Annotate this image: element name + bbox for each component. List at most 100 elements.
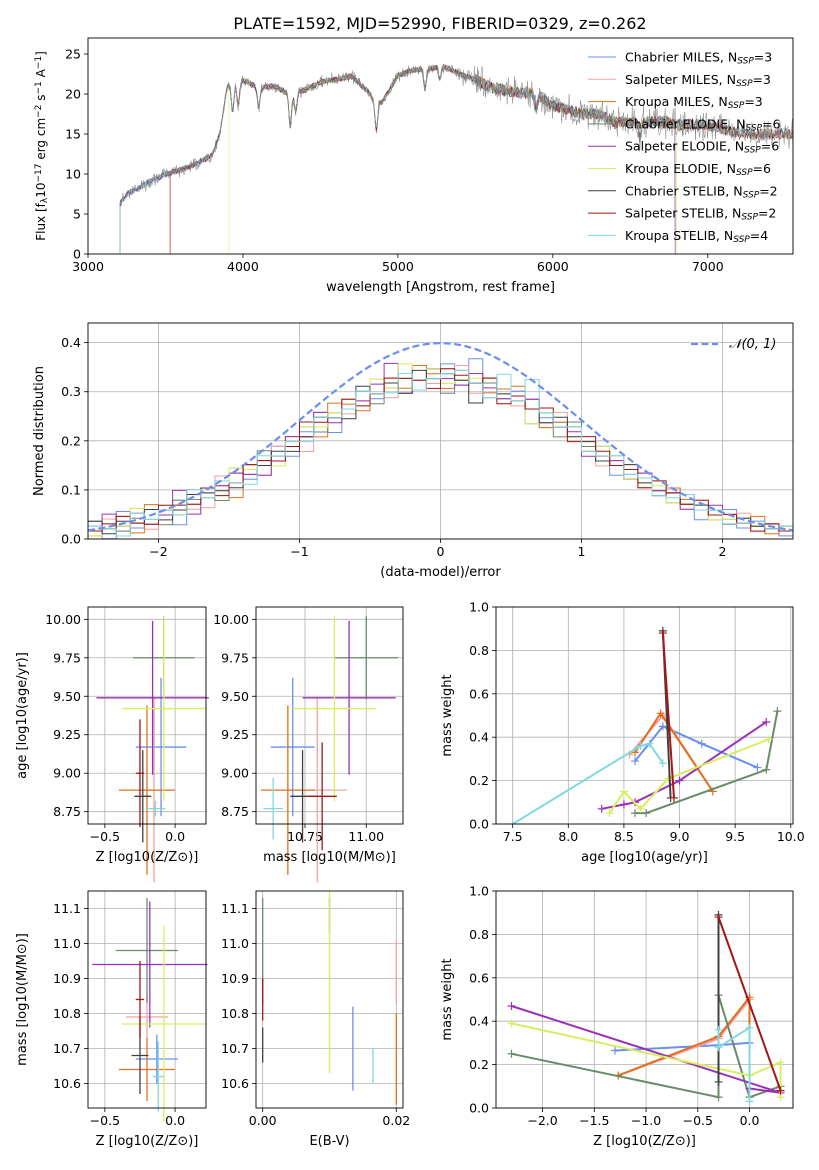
legend-entry-tail: =2 xyxy=(759,183,777,198)
weight-point-marker xyxy=(714,1093,723,1102)
y-axis-label-part: λ xyxy=(40,197,50,203)
x-tick-label: 0.0 xyxy=(165,829,185,844)
y-tick-label: 0.4 xyxy=(469,730,489,745)
y-axis-label: mass [log10(M/M⊙)] xyxy=(15,933,30,1066)
weight-point-marker xyxy=(745,1097,754,1106)
legend-entry-sub: SSP xyxy=(744,146,761,156)
weight_vs_age-panel: 7.5 8.0 8.5 9.0 9.5 10.0 0.0 0.2 0.4 0.6 0.8 1.0 age… xyxy=(440,600,805,866)
y-tick-label: 9.25 xyxy=(221,727,249,742)
y-tick-label: 10.00 xyxy=(45,612,81,627)
weight-series-line xyxy=(617,998,751,1077)
legend-entry: Salpeter STELIB, NSSP=2 xyxy=(625,206,776,223)
y-axis-label: mass weight xyxy=(440,958,455,1040)
y-tick-label: 10.6 xyxy=(221,1076,249,1091)
y-tick-label: 9.25 xyxy=(53,727,81,742)
y-axis-label: age [log10(age/yr)] xyxy=(15,652,30,779)
weight-point-marker xyxy=(714,1077,723,1086)
spectrum-lines xyxy=(119,63,793,254)
y-axis-label: Flux [fλ10−17 erg cm−2 s−1 A−1] xyxy=(34,51,50,241)
legend-entry-sub: SSP xyxy=(736,168,753,178)
legend-entry: Chabrier MILES, NSSP=3 xyxy=(625,50,772,67)
weight-point-marker xyxy=(658,722,667,731)
y-tick-label: 8.75 xyxy=(221,804,249,819)
legend-entry-sub: SSP xyxy=(737,57,754,67)
x-axis-label: (data-model)/error xyxy=(380,565,501,580)
legend-entry-base: Chabrier STELIB, N xyxy=(625,183,743,198)
plot-panels: 3000 4000 5000 6000 70000510152025wavelength… xyxy=(15,37,805,1149)
x-tick-label: 0.02 xyxy=(382,1113,410,1128)
legend-entry-tail: =6 xyxy=(753,161,771,176)
y-tick-label: 0.2 xyxy=(469,773,489,788)
legend-entry-sub: SSP xyxy=(736,79,753,89)
y-tick-label: 0.1 xyxy=(61,482,81,497)
weight-series-line xyxy=(634,711,714,793)
legend-entry: Kroupa ELODIE, NSSP=6 xyxy=(625,161,771,178)
y-axis-label-part: A xyxy=(34,68,48,81)
axes-frame xyxy=(87,322,794,540)
y-tick-label: 10.9 xyxy=(53,971,81,986)
y-tick-label: 9.50 xyxy=(53,689,81,704)
x-tick-label: 0 xyxy=(437,544,445,559)
normal-curve xyxy=(88,342,793,532)
weight-point-marker xyxy=(714,913,723,922)
spectrum-series-line xyxy=(119,63,793,254)
y-axis-label: mass weight xyxy=(440,674,455,756)
x-tick-label: 9.5 xyxy=(725,829,745,844)
x-tick-label: 7.5 xyxy=(503,829,523,844)
y-tick-label: 1.0 xyxy=(469,600,489,615)
weight-point-marker xyxy=(776,1086,785,1095)
y-tick-label: 11.1 xyxy=(221,901,249,916)
y-tick-label: 10.00 xyxy=(213,612,249,627)
x-tick-label: −0.5 xyxy=(90,829,120,844)
mass_vs_Z-panel: −0.5 0.0 10.6 10.7 10.8 10.9 11.0 11.1 Z [log10(… xyxy=(15,890,208,1149)
spectrum-observed-line xyxy=(119,64,793,207)
y-tick-label: 9.75 xyxy=(53,650,81,665)
weight-series-line xyxy=(717,916,782,1091)
weight-point-marker xyxy=(507,1049,516,1058)
legend-entry-base: Chabrier MILES, N xyxy=(625,50,737,65)
legend-entry-base: Kroupa ELODIE, N xyxy=(625,161,736,176)
legend-entry-sub: SSP xyxy=(728,101,745,111)
weight-point-marker xyxy=(619,800,628,809)
y-tick-label: 9.00 xyxy=(221,766,249,781)
weight-point-marker xyxy=(664,774,673,783)
weight_vs_Z-panel: −2.0 −1.5 −1.0 −0.5 0.0 0.0 0.2 0.4 0.6 0.8 1.0 Z [… xyxy=(440,884,794,1149)
x-tick-label: 4000 xyxy=(227,259,259,274)
y-tick-label: 0.4 xyxy=(61,335,81,350)
x-tick-label: 1 xyxy=(578,544,586,559)
weight-point-marker xyxy=(611,1046,620,1055)
mass_vs_ebv-panel: 0.00 0.02 10.6 10.7 10.8 10.9 11.0 11.1 E(B-V) xyxy=(221,890,410,1149)
legend-entry-sub: SSP xyxy=(741,213,758,223)
x-axis-label: Z [log10(Z/Z⊙)] xyxy=(593,1134,696,1149)
weight-point-marker xyxy=(605,809,614,818)
legend-entry: Salpeter MILES, NSSP=3 xyxy=(625,72,771,89)
x-tick-label: 6000 xyxy=(537,259,569,274)
weight-point-marker xyxy=(656,709,665,718)
histogram-series-step xyxy=(88,369,793,537)
weight-point-marker xyxy=(507,1002,516,1011)
legend-entry-tail: =3 xyxy=(753,72,771,87)
weight-point-marker xyxy=(762,765,771,774)
x-axis-label: Z [log10(Z/Z⊙)] xyxy=(96,1134,199,1149)
y-axis-label-part: −1 xyxy=(34,81,44,94)
weight-point-marker xyxy=(714,1043,723,1052)
y-tick-label: 10.8 xyxy=(53,1006,81,1021)
legend-entry-base: Salpeter MILES, N xyxy=(625,72,736,87)
x-tick-label: −0.5 xyxy=(683,1113,713,1128)
weight-point-marker xyxy=(642,809,651,818)
y-tick-label: 0.0 xyxy=(469,1101,489,1116)
legend-entry: Chabrier STELIB, NSSP=2 xyxy=(625,183,778,200)
x-tick-label: −1 xyxy=(290,544,308,559)
legend-entry: Kroupa STELIB, NSSP=4 xyxy=(625,228,768,245)
y-tick-label: 5 xyxy=(73,207,81,222)
weight-point-marker xyxy=(658,629,667,638)
weight-point-marker xyxy=(597,804,606,813)
weight-point-marker xyxy=(619,787,628,796)
axes-frame xyxy=(495,606,794,825)
axes-frame xyxy=(87,606,207,825)
x-tick-label: 8.5 xyxy=(614,829,634,844)
residuals-bars xyxy=(88,342,793,539)
spectrum-series-line xyxy=(228,64,678,254)
x-tick-label: 3000 xyxy=(72,259,104,274)
legend-entry-sub: SSP xyxy=(745,124,762,134)
